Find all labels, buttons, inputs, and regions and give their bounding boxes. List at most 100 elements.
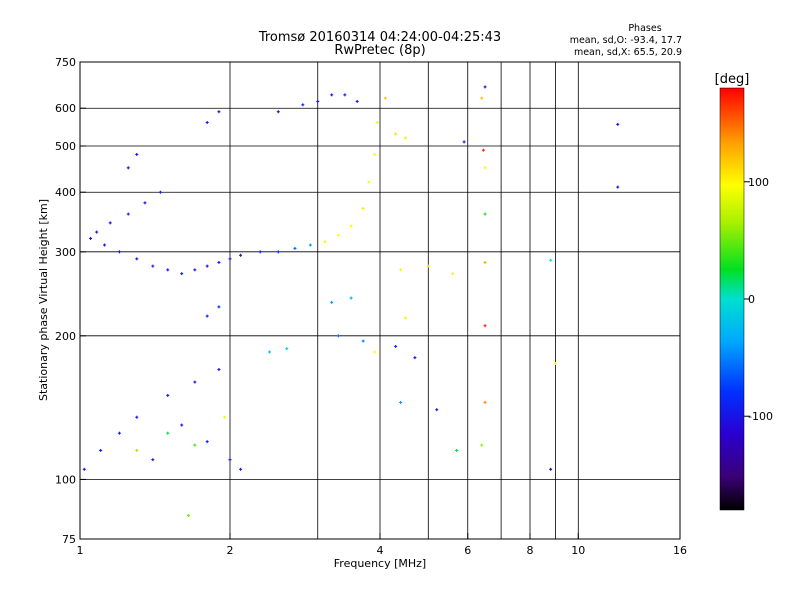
y-tick-label: 100 <box>55 473 76 486</box>
data-point <box>616 122 620 126</box>
data-point <box>373 350 377 354</box>
data-point <box>217 260 221 264</box>
data-point <box>95 230 99 234</box>
data-point <box>480 443 484 447</box>
data-point <box>435 408 439 412</box>
data-point <box>267 350 271 354</box>
data-point <box>483 324 487 328</box>
data-point <box>301 103 305 107</box>
data-point <box>193 268 197 272</box>
data-point <box>99 448 103 452</box>
data-point <box>126 212 130 216</box>
data-point <box>186 514 190 518</box>
y-tick-label: 300 <box>55 246 76 259</box>
data-point <box>158 190 162 194</box>
data-point <box>180 272 184 276</box>
x-axis-label: Frequency [MHz] <box>334 557 426 570</box>
colorbar <box>719 87 745 511</box>
data-point <box>205 264 209 268</box>
data-point <box>483 85 487 89</box>
data-point <box>355 99 359 103</box>
data-point <box>349 224 353 228</box>
data-point <box>180 423 184 427</box>
data-point <box>394 132 398 136</box>
data-point <box>103 243 107 247</box>
data-point <box>399 400 403 404</box>
data-point <box>451 272 455 276</box>
data-point <box>117 431 121 435</box>
data-point <box>205 121 209 125</box>
chart-subtitle: RwPretec (8p) <box>334 43 425 58</box>
data-point <box>166 268 170 272</box>
data-point <box>258 250 262 254</box>
data-point <box>293 246 297 250</box>
data-point <box>455 448 459 452</box>
data-point <box>285 347 289 351</box>
x-tick-label: 16 <box>673 544 687 557</box>
y-tick-label: 200 <box>55 330 76 343</box>
data-point <box>553 361 557 365</box>
stats-x-line: mean, sd,X: 65.5, 20.9 <box>574 47 682 58</box>
data-point <box>549 258 553 262</box>
data-point <box>375 121 379 125</box>
data-point <box>135 448 139 452</box>
data-point <box>403 316 407 320</box>
data-point <box>330 93 334 97</box>
data-point <box>480 96 484 100</box>
chart-title: Tromsø 20160314 04:24:00-04:25:43 <box>258 30 501 45</box>
data-point <box>217 110 221 114</box>
data-point <box>323 240 327 244</box>
colorbar-ticks: 100 0 -100 <box>744 176 773 423</box>
data-point <box>82 467 86 471</box>
data-point <box>403 136 407 140</box>
data-point <box>361 339 365 343</box>
data-point <box>399 268 403 272</box>
data-point <box>394 344 398 348</box>
colorbar-tick-label: 100 <box>748 176 769 189</box>
y-axis-label: Stationary phase Virtual Height [km] <box>37 199 50 401</box>
data-point <box>549 467 553 471</box>
data-point <box>217 367 221 371</box>
data-point <box>481 148 485 152</box>
y-tick-label: 600 <box>55 102 76 115</box>
data-point <box>166 431 170 435</box>
data-point <box>349 296 353 300</box>
data-point <box>462 140 466 144</box>
data-point <box>228 257 232 261</box>
data-points <box>82 85 620 518</box>
data-point <box>330 300 334 304</box>
x-tick-label: 1 <box>77 544 84 557</box>
data-point <box>151 458 155 462</box>
data-point <box>276 250 280 254</box>
y-tick-label: 400 <box>55 186 76 199</box>
y-tick-label: 750 <box>55 56 76 69</box>
data-point <box>483 212 487 216</box>
data-point <box>217 305 221 309</box>
data-point <box>383 96 387 100</box>
data-point <box>483 260 487 264</box>
data-point <box>205 314 209 318</box>
data-point <box>166 393 170 397</box>
data-point <box>135 152 139 156</box>
stats-o-line: mean, sd,O: -93.4, 17.7 <box>570 35 682 46</box>
data-point <box>483 400 487 404</box>
colorbar-tick-label: -100 <box>748 410 773 423</box>
grid-lines <box>80 62 680 539</box>
data-point <box>361 206 365 210</box>
y-tick-label: 75 <box>62 533 76 546</box>
data-point <box>108 221 112 225</box>
data-point <box>228 458 232 462</box>
data-point <box>239 253 243 257</box>
data-point <box>223 415 227 419</box>
data-point <box>343 93 347 97</box>
x-tick-label: 2 <box>227 544 234 557</box>
data-point <box>151 264 155 268</box>
x-tick-label: 4 <box>377 544 384 557</box>
data-point <box>117 250 121 254</box>
data-point <box>135 415 139 419</box>
data-point <box>193 380 197 384</box>
data-point <box>89 236 93 240</box>
data-point <box>308 243 312 247</box>
data-point <box>193 443 197 447</box>
data-point <box>239 467 243 471</box>
